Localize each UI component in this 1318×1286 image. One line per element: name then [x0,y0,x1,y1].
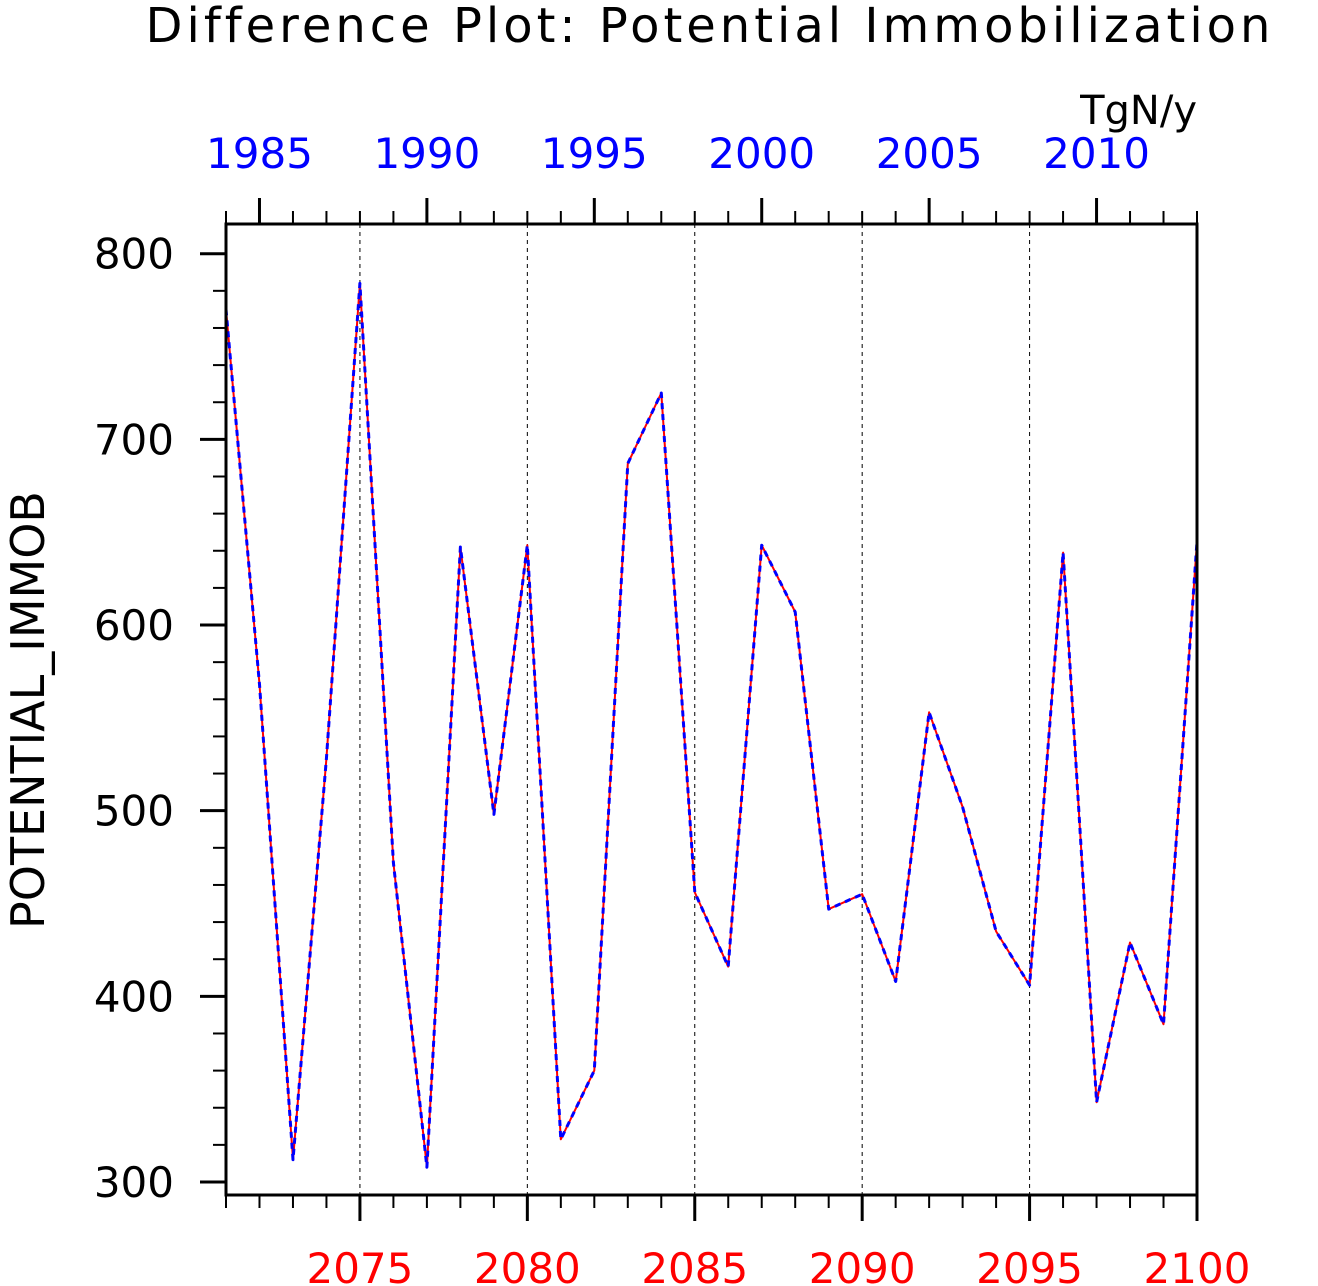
y-tick-label: 600 [94,601,174,650]
top-tick-label: 2010 [1043,129,1150,178]
axis-ticks [200,198,1199,1221]
bottom-tick-label: 2095 [976,1244,1083,1286]
plot-frame [224,222,1199,1197]
y-tick-label: 800 [94,230,174,279]
bottom-tick-label: 2100 [1144,1244,1251,1286]
y-axis-label: POTENTIAL_IMMOB [1,491,55,929]
series-line-2 [224,281,1199,1169]
top-tick-label: 2000 [708,129,815,178]
axis-tick-labels: 2075 2080 2085 2090 2095 2100 1985 1990 1995 2000… [94,129,1251,1286]
chart-title: Difference Plot: Potential Immobilizatio… [146,0,1275,54]
bottom-tick-label: 2090 [809,1244,916,1286]
series-line-1 [225,282,1198,1169]
top-tick-label: 1995 [541,129,648,178]
top-tick-label: 1990 [373,129,480,178]
bottom-tick-label: 2075 [306,1244,413,1286]
y-tick-label: 400 [94,972,174,1021]
series-layer [224,281,1199,1169]
units-label: TgN/y [1079,88,1197,134]
y-tick-label: 500 [94,787,174,836]
bottom-tick-label: 2080 [474,1244,581,1286]
top-tick-label: 2005 [876,129,983,178]
bottom-tick-label: 2085 [641,1244,748,1286]
y-tick-label: 300 [94,1158,174,1207]
y-tick-label: 700 [94,415,174,464]
top-tick-label: 1985 [206,129,313,178]
grid-lines [359,224,1031,1195]
